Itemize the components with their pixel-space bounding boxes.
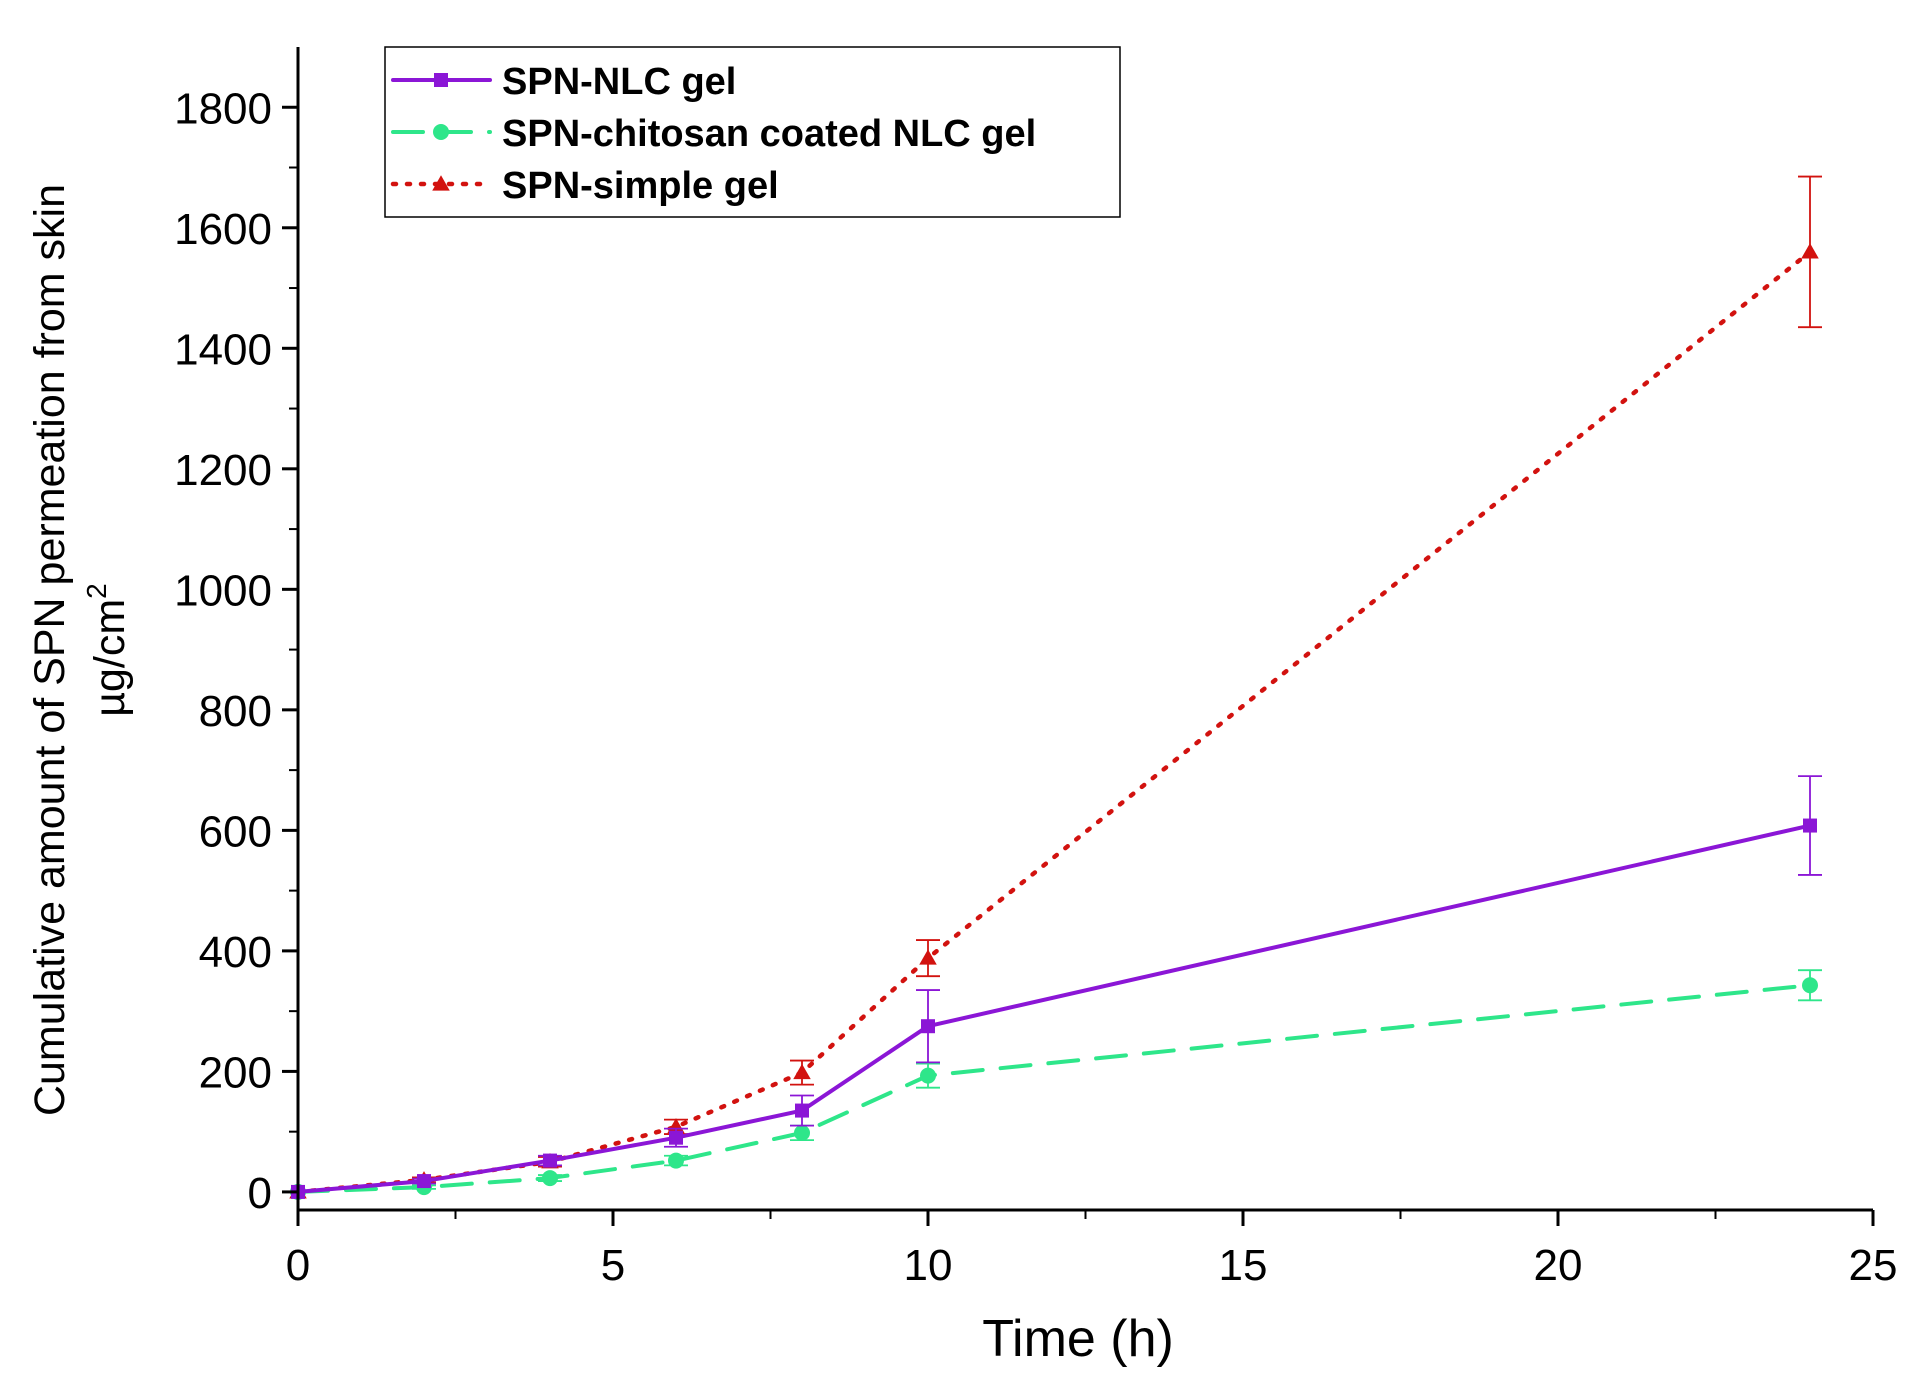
data-point — [668, 1152, 684, 1169]
data-point — [794, 1124, 810, 1141]
y-tick-label: 600 — [199, 807, 272, 856]
x-tick-label: 5 — [601, 1241, 625, 1290]
y-tick-label: 1200 — [174, 446, 272, 495]
series-line — [296, 983, 1812, 1194]
y-tick-label: 1400 — [174, 325, 272, 374]
data-point — [921, 1019, 935, 1034]
legend-label: SPN-NLC gel — [502, 61, 736, 103]
legend-marker — [432, 175, 450, 191]
x-axis-label: Time (h) — [982, 1310, 1174, 1368]
y-axis-label-line2: µg/cm2 — [81, 583, 134, 717]
data-point — [669, 1130, 683, 1145]
y-tick-label: 200 — [199, 1048, 272, 1097]
y-tick-label: 400 — [199, 928, 272, 977]
axes-layer: 0 5 10 15 20 25 0 200 400 600 800 1000 1200 1400 1600… — [174, 47, 1897, 1290]
data-point — [1802, 977, 1818, 994]
y-axis-unit: µg/cm — [86, 599, 134, 717]
series-layer — [289, 175, 1822, 1200]
data-point — [542, 1170, 558, 1187]
y-axis-unit-superscript: 2 — [81, 583, 112, 599]
legend-marker — [433, 124, 449, 140]
x-ticks: 0 5 10 15 20 25 — [286, 1210, 1898, 1290]
legend-box — [384, 46, 1121, 218]
y-tick-label: 1000 — [174, 566, 272, 615]
legend-marker — [434, 73, 448, 87]
data-point — [920, 1067, 936, 1084]
legend: SPN-NLC gel SPN-chitosan coated NLC gel SP… — [384, 46, 1121, 218]
data-point — [795, 1103, 809, 1118]
data-point — [793, 1063, 811, 1080]
series-spn-nlc-gel — [291, 775, 1822, 1199]
x-tick-label: 15 — [1219, 1241, 1268, 1290]
y-tick-label: 1800 — [174, 84, 272, 133]
y-tick-label: 0 — [248, 1169, 272, 1218]
y-axis-label-line1: Cumulative amount of SPN permeation from… — [26, 184, 74, 1116]
x-tick-label: 10 — [904, 1241, 953, 1290]
data-point — [667, 1118, 685, 1134]
x-tick-label: 0 — [286, 1241, 310, 1290]
data-point — [543, 1153, 557, 1168]
series-line — [295, 249, 1813, 1195]
y-axis-label: Cumulative amount of SPN permeation from… — [26, 184, 134, 1116]
data-point — [417, 1174, 431, 1189]
legend-label: SPN-simple gel — [502, 165, 779, 207]
y-tick-label: 1600 — [174, 205, 272, 254]
x-tick-label: 25 — [1849, 1241, 1898, 1290]
legend-entries: SPN-NLC gel SPN-chitosan coated NLC gel SP… — [390, 61, 1036, 207]
y-tick-label: 800 — [199, 687, 272, 736]
data-point — [1803, 818, 1817, 833]
y-ticks: 0 200 400 600 800 1000 1200 1400 1600 1800 — [174, 84, 298, 1218]
data-point — [1801, 243, 1819, 259]
x-tick-label: 20 — [1534, 1241, 1583, 1290]
legend-label: SPN-chitosan coated NLC gel — [502, 113, 1036, 155]
data-point — [919, 949, 937, 965]
series-spn-simple-gel — [289, 175, 1822, 1199]
